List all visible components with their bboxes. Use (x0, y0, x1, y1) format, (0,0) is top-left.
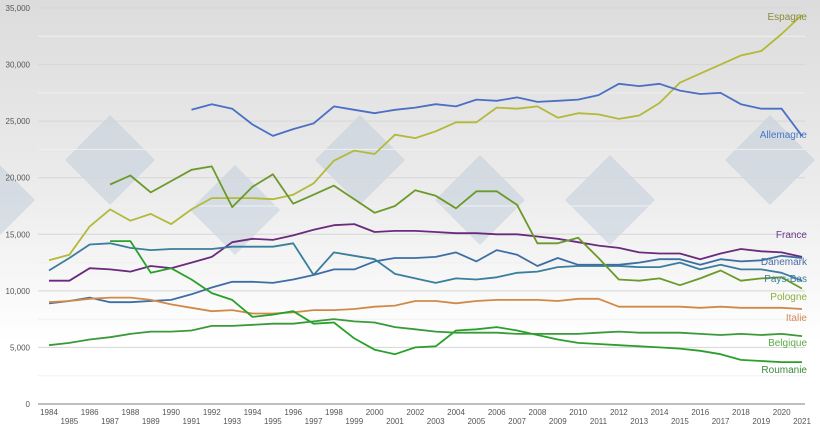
series-label-danemark: Danemark (761, 257, 808, 268)
y-tick-label: 0 (26, 400, 31, 409)
x-tick-label: 2017 (712, 417, 730, 426)
x-tick-label: 2021 (793, 417, 811, 426)
series-label-pologne: Pologne (770, 292, 807, 303)
series-line-allemagne (191, 82, 803, 137)
x-tick-label: 1995 (264, 417, 282, 426)
x-tick-label: 1994 (244, 408, 262, 417)
x-tick-label: 2007 (508, 417, 526, 426)
y-tick-label: 15,000 (6, 230, 31, 239)
x-tick-label: 1992 (203, 408, 221, 417)
x-tick-label: 2010 (569, 408, 587, 417)
x-tick-label: 2011 (590, 417, 608, 426)
y-tick-label: 25,000 (6, 117, 31, 126)
x-tick-label: 1997 (305, 417, 323, 426)
x-tick-label: 2001 (386, 417, 404, 426)
x-tick-label: 1999 (345, 417, 363, 426)
x-tick-label: 2009 (549, 417, 567, 426)
series-line-france (49, 223, 803, 282)
x-tick-label: 2006 (488, 408, 506, 417)
x-tick-label: 2004 (447, 408, 465, 417)
x-axis-ticks: 1984198519861987198819891990199119921993… (40, 408, 811, 426)
x-tick-label: 2002 (406, 408, 424, 417)
y-tick-label: 35,000 (6, 4, 31, 13)
x-tick-label: 1991 (183, 417, 201, 426)
series-label-pays-bas: Pays-Bas (764, 274, 807, 285)
x-tick-label: 1987 (101, 417, 119, 426)
watermark-diamond (315, 115, 405, 205)
y-tick-label: 5,000 (10, 343, 31, 352)
watermark-diamond (65, 115, 155, 205)
y-tick-label: 10,000 (6, 287, 31, 296)
x-tick-label: 1990 (162, 408, 180, 417)
series-label-france: France (776, 230, 808, 241)
x-tick-label: 2016 (691, 408, 709, 417)
x-tick-label: 1986 (81, 408, 99, 417)
x-tick-label: 1988 (122, 408, 140, 417)
series-line-italie (48, 296, 803, 315)
y-axis-ticks: 0 5,000 10,000 15,000 20,000 25,000 30,000 35,0… (6, 4, 31, 409)
series-line-belgique (48, 318, 803, 347)
series-label-roumanie: Roumanie (761, 365, 807, 376)
watermark-diamond (0, 165, 35, 235)
x-tick-label: 2008 (529, 408, 547, 417)
x-tick-label: 2020 (773, 408, 791, 417)
series-line-roumanie (110, 240, 802, 363)
series-lines (48, 14, 803, 363)
watermark-diamond (565, 155, 655, 245)
x-tick-label: 1998 (325, 408, 343, 417)
series-label-espagne: Espagne (768, 12, 808, 23)
watermark-diamond (190, 165, 280, 255)
series-line-danemark (48, 249, 803, 305)
x-tick-label: 1989 (142, 417, 160, 426)
gridlines (38, 7, 805, 405)
y-tick-label: 20,000 (6, 174, 31, 183)
x-tick-label: 1996 (284, 408, 302, 417)
x-tick-label: 2003 (427, 417, 445, 426)
x-tick-label: 2014 (651, 408, 669, 417)
x-tick-label: 2018 (732, 408, 750, 417)
x-tick-label: 2000 (366, 408, 384, 417)
x-tick-label: 2013 (630, 417, 648, 426)
series-labels: Espagne Allemagne France Danemark Pays-Bas Po… (760, 12, 808, 376)
series-label-belgique: Belgique (768, 338, 807, 349)
x-tick-label: 2012 (610, 408, 628, 417)
x-tick-label: 1985 (60, 417, 78, 426)
series-line-pays-bas (48, 242, 803, 284)
series-label-allemagne: Allemagne (760, 130, 808, 141)
x-tick-label: 2015 (671, 417, 689, 426)
watermark-diamond (435, 155, 525, 245)
series-label-italie: Italie (786, 313, 808, 324)
watermark-diamond (725, 115, 815, 205)
series-line-espagne (48, 14, 803, 262)
x-tick-label: 1984 (40, 408, 58, 417)
series-line-pologne (109, 165, 803, 290)
x-tick-label: 2005 (467, 417, 485, 426)
x-tick-label: 2019 (752, 417, 770, 426)
y-tick-label: 30,000 (6, 61, 31, 70)
x-tick-label: 1993 (223, 417, 241, 426)
